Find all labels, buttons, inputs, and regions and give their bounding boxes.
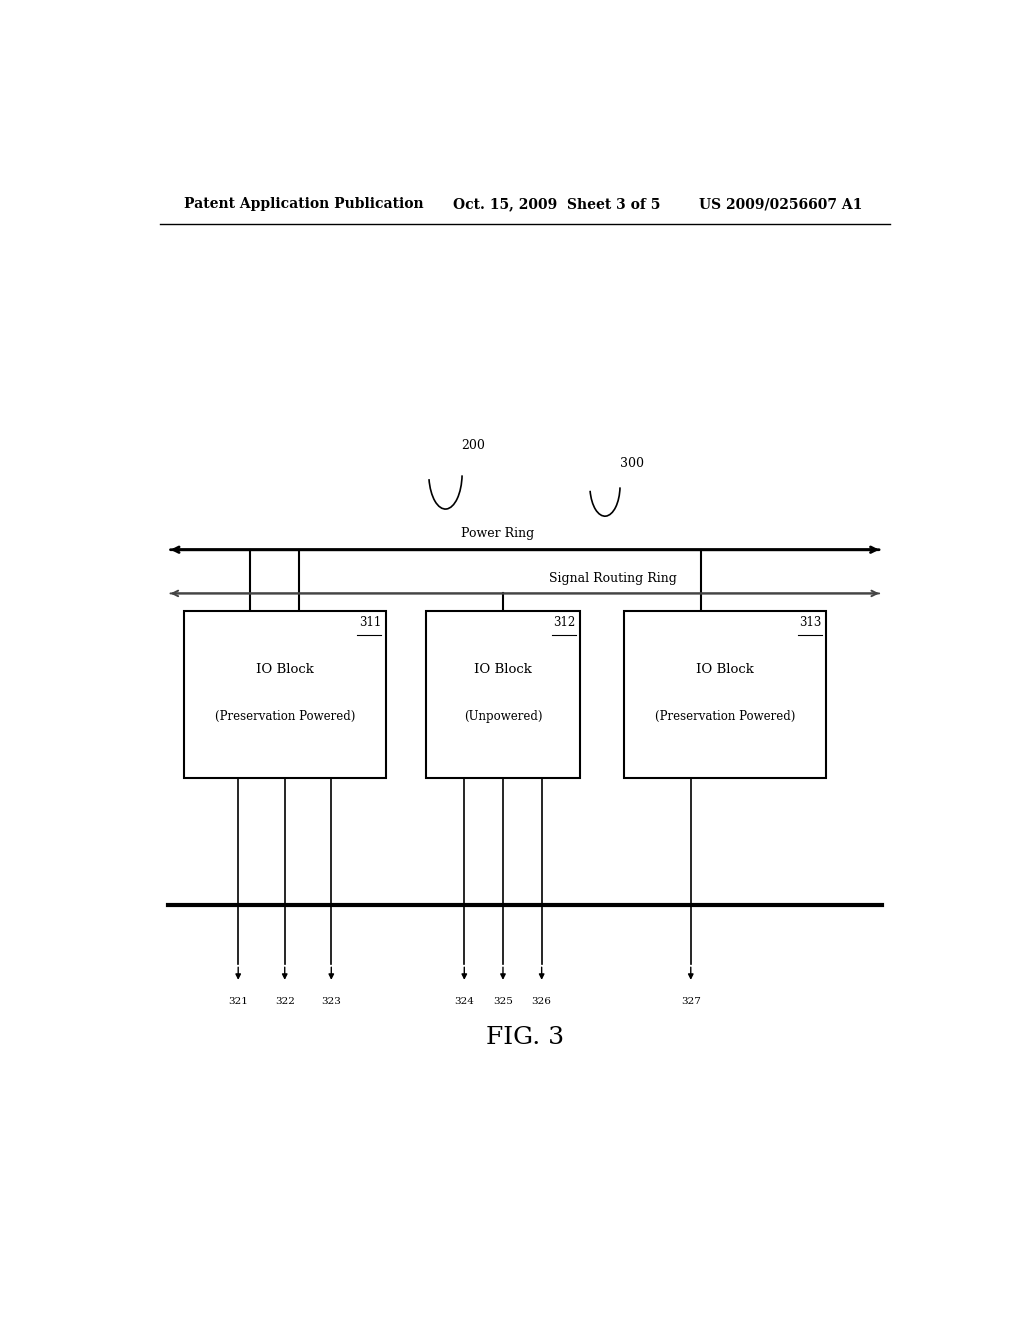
Text: FIG. 3: FIG. 3 [485,1026,564,1049]
Text: (Preservation Powered): (Preservation Powered) [215,710,355,723]
Text: Patent Application Publication: Patent Application Publication [183,197,423,211]
Text: (Unpowered): (Unpowered) [464,710,543,723]
Text: 200: 200 [462,438,485,451]
Text: 324: 324 [455,997,474,1006]
Text: Oct. 15, 2009  Sheet 3 of 5: Oct. 15, 2009 Sheet 3 of 5 [454,197,660,211]
Text: IO Block: IO Block [474,663,531,676]
Bar [624,611,826,779]
Text: Power Ring: Power Ring [461,527,535,540]
Text: 325: 325 [493,997,513,1006]
Text: 311: 311 [358,615,381,628]
Text: (Preservation Powered): (Preservation Powered) [655,710,796,723]
Bar [426,611,581,779]
Text: 313: 313 [799,615,821,628]
Text: 323: 323 [322,997,341,1006]
Text: 321: 321 [228,997,248,1006]
Text: 327: 327 [681,997,700,1006]
Text: Signal Routing Ring: Signal Routing Ring [549,573,677,585]
Text: 326: 326 [531,997,552,1006]
Text: IO Block: IO Block [256,663,313,676]
Text: IO Block: IO Block [696,663,754,676]
Bar [183,611,386,779]
Text: 300: 300 [620,457,644,470]
Text: 322: 322 [274,997,295,1006]
Text: 312: 312 [553,615,575,628]
Text: US 2009/0256607 A1: US 2009/0256607 A1 [699,197,863,211]
